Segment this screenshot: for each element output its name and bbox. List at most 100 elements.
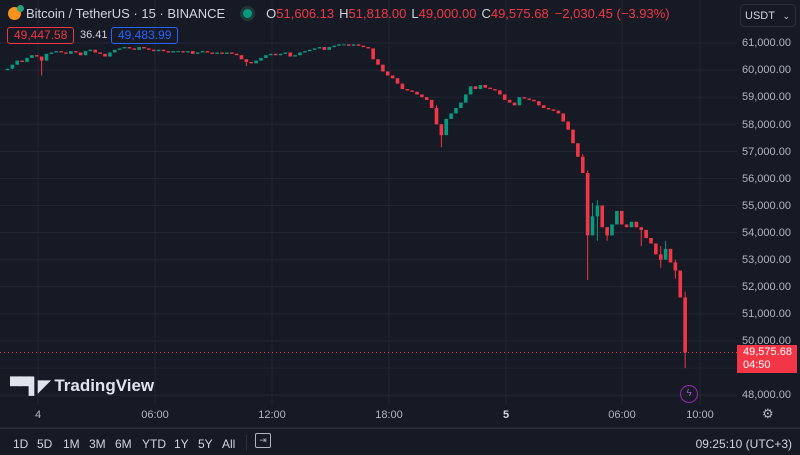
candle[interactable] [649, 238, 653, 244]
candle[interactable] [303, 51, 307, 53]
candle[interactable] [556, 110, 561, 114]
candle[interactable] [142, 47, 146, 49]
candle[interactable] [395, 78, 400, 84]
candle[interactable] [322, 47, 327, 50]
candle[interactable] [493, 89, 497, 91]
candle[interactable] [644, 229, 648, 239]
candle[interactable] [117, 48, 122, 50]
candle[interactable] [151, 49, 156, 52]
candle[interactable] [283, 52, 288, 54]
candle[interactable] [639, 227, 644, 247]
symbol-title[interactable]: Bitcoin / TetherUS · 15 · BINANCE [26, 6, 226, 21]
candle[interactable] [600, 205, 605, 228]
candle[interactable] [624, 224, 629, 228]
candle[interactable] [566, 121, 570, 130]
tradingview-logo[interactable]: ▀▀▌◤ TradingView [10, 376, 154, 396]
candle[interactable] [454, 108, 458, 114]
candle[interactable] [137, 47, 141, 50]
candle[interactable] [78, 52, 83, 56]
candle[interactable] [522, 97, 527, 99]
candle[interactable] [551, 109, 556, 111]
range-button-1y[interactable]: 1Y [174, 437, 189, 451]
range-button-ytd[interactable]: YTD [142, 437, 166, 451]
candle[interactable] [215, 52, 219, 54]
go-to-date-calendar-icon[interactable]: ⇥ [255, 433, 271, 448]
candle[interactable] [463, 94, 468, 103]
candle[interactable] [93, 49, 98, 53]
sell-price-box[interactable]: 49,447.58 [7, 27, 75, 44]
candle[interactable] [478, 84, 483, 90]
candle[interactable] [629, 221, 634, 228]
candle[interactable] [498, 90, 502, 95]
candle[interactable] [176, 51, 180, 53]
candle[interactable] [473, 86, 478, 90]
candle[interactable] [83, 51, 88, 56]
candle[interactable] [663, 240, 668, 260]
candle[interactable] [229, 52, 234, 54]
candle[interactable] [610, 224, 614, 236]
candle[interactable] [15, 60, 20, 65]
candle[interactable] [590, 202, 595, 236]
candle[interactable] [376, 59, 380, 65]
candle[interactable] [444, 118, 449, 136]
candle[interactable] [332, 45, 336, 48]
candle[interactable] [195, 52, 200, 54]
candle[interactable] [385, 71, 390, 76]
candle[interactable] [298, 52, 302, 56]
candle[interactable] [439, 124, 444, 148]
candle[interactable] [112, 49, 117, 53]
candle[interactable] [39, 56, 44, 76]
candle[interactable] [254, 60, 258, 64]
candle[interactable] [293, 55, 297, 57]
candle[interactable] [420, 94, 424, 98]
candle[interactable] [449, 113, 453, 119]
candle[interactable] [312, 48, 317, 50]
candle[interactable] [190, 51, 195, 54]
range-button-1d[interactable]: 1D [13, 437, 29, 451]
candle[interactable] [429, 99, 434, 109]
candle[interactable] [459, 102, 463, 109]
candle[interactable] [205, 51, 210, 53]
range-button-all[interactable]: All [222, 437, 236, 451]
candle[interactable] [673, 259, 678, 279]
candle[interactable] [171, 51, 176, 53]
candle[interactable] [200, 51, 205, 53]
candle[interactable] [132, 48, 137, 50]
candle[interactable] [512, 102, 517, 106]
currency-select[interactable]: USDT ⌄ [740, 4, 796, 27]
candle[interactable] [658, 246, 663, 268]
candle[interactable] [527, 98, 531, 100]
candle[interactable] [390, 75, 395, 79]
candle[interactable] [161, 49, 166, 52]
candle[interactable] [73, 51, 78, 53]
candle[interactable] [103, 53, 107, 57]
candle[interactable] [507, 99, 512, 103]
candle[interactable] [400, 83, 405, 90]
candle[interactable] [366, 47, 371, 49]
candle[interactable] [678, 270, 683, 298]
candle[interactable] [186, 51, 190, 53]
candle[interactable] [59, 51, 63, 53]
candle[interactable] [571, 129, 575, 144]
candle[interactable] [488, 87, 492, 90]
candle[interactable] [415, 91, 419, 95]
candle[interactable] [337, 44, 341, 46]
candle[interactable] [342, 44, 346, 46]
candle[interactable] [546, 108, 551, 110]
candle[interactable] [585, 170, 590, 281]
candle[interactable] [317, 47, 322, 49]
candle[interactable] [580, 154, 585, 174]
candle[interactable] [49, 52, 54, 54]
range-button-3m[interactable]: 3M [89, 437, 106, 451]
candle[interactable] [346, 44, 351, 46]
candle[interactable] [181, 51, 185, 53]
candle[interactable] [634, 221, 639, 228]
candle[interactable] [225, 52, 229, 54]
candle[interactable] [20, 60, 24, 62]
candle[interactable] [532, 99, 536, 102]
range-button-6m[interactable]: 6M [115, 437, 132, 451]
candle[interactable] [468, 86, 473, 95]
range-button-5d[interactable]: 5D [37, 437, 53, 451]
range-button-5y[interactable]: 5Y [198, 437, 213, 451]
lightning-event-icon[interactable]: ϟ [680, 385, 698, 403]
